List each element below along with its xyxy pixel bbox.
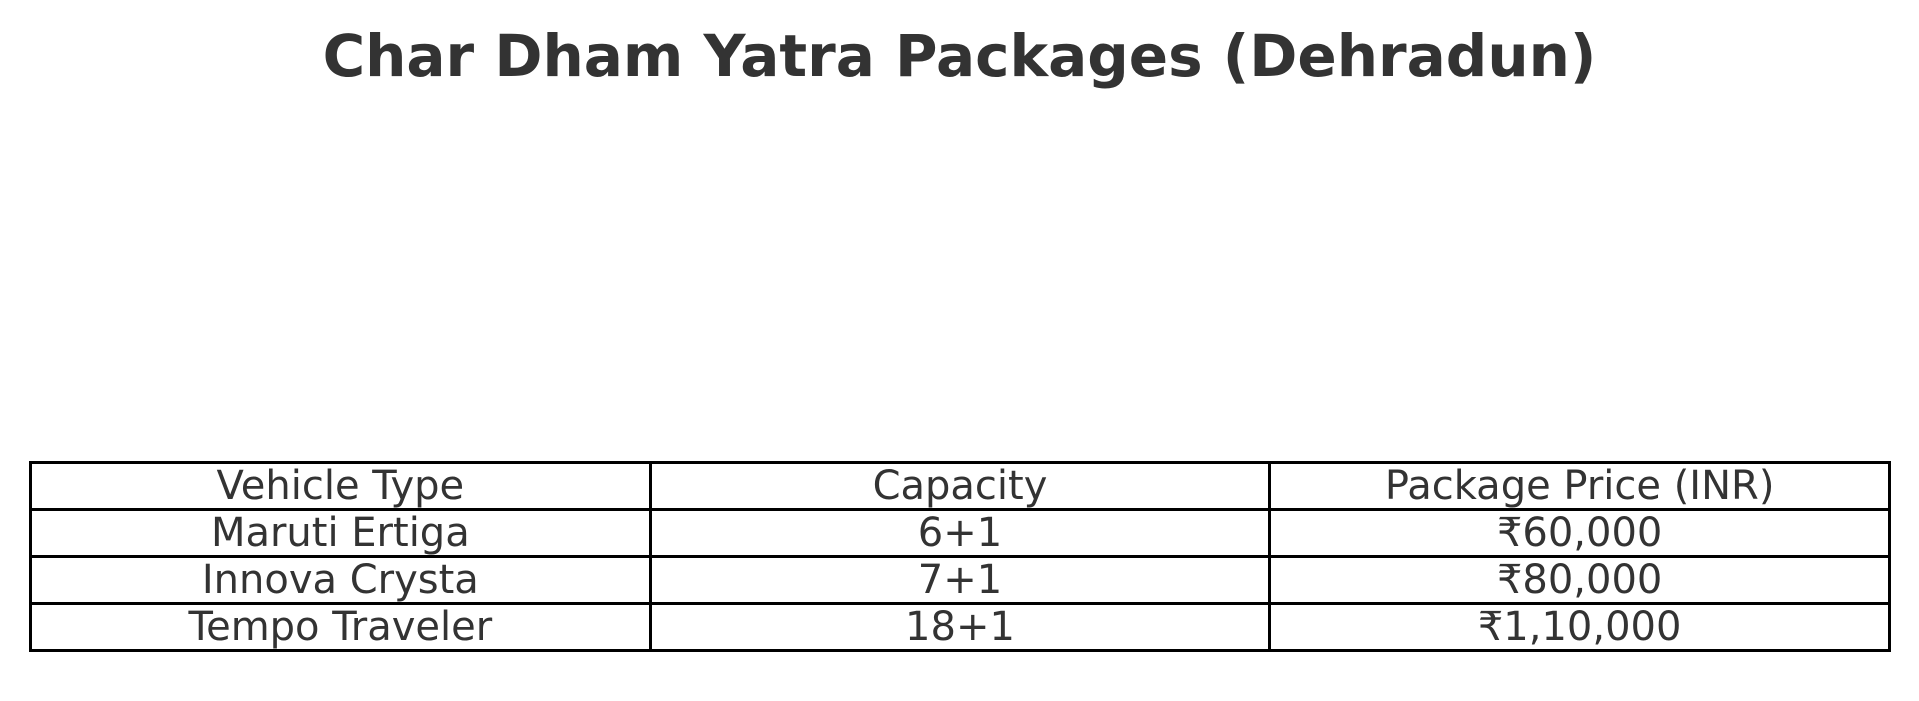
table-cell: Tempo Traveler [29, 602, 652, 652]
table-cell: ₹1,10,000 [1268, 602, 1891, 652]
column-header: Vehicle Type [29, 461, 652, 511]
table-cell: Innova Crysta [29, 555, 652, 605]
table-body: Maruti Ertiga 6+1 ₹60,000 Innova Crysta 7+1 ₹… [29, 508, 1891, 652]
table-cell: ₹60,000 [1268, 508, 1891, 558]
table-row: Innova Crysta 7+1 ₹80,000 [29, 555, 1891, 605]
table-cell: 6+1 [648, 508, 1272, 558]
package-table: Vehicle Type Capacity Package Price (INR… [29, 461, 1891, 652]
column-header: Capacity [648, 461, 1272, 511]
table-cell: ₹80,000 [1268, 555, 1891, 605]
table-row: Maruti Ertiga 6+1 ₹60,000 [29, 508, 1891, 558]
table-head: Vehicle Type Capacity Package Price (INR… [29, 461, 1891, 511]
table-cell: Maruti Ertiga [29, 508, 652, 558]
column-header: Package Price (INR) [1268, 461, 1891, 511]
table-row: Tempo Traveler 18+1 ₹1,10,000 [29, 602, 1891, 652]
title: Char Dham Yatra Packages (Dehradun) [322, 22, 1597, 90]
table-cell: 7+1 [648, 555, 1272, 605]
table-cell: 18+1 [648, 602, 1272, 652]
header-row: Vehicle Type Capacity Package Price (INR… [29, 461, 1891, 511]
